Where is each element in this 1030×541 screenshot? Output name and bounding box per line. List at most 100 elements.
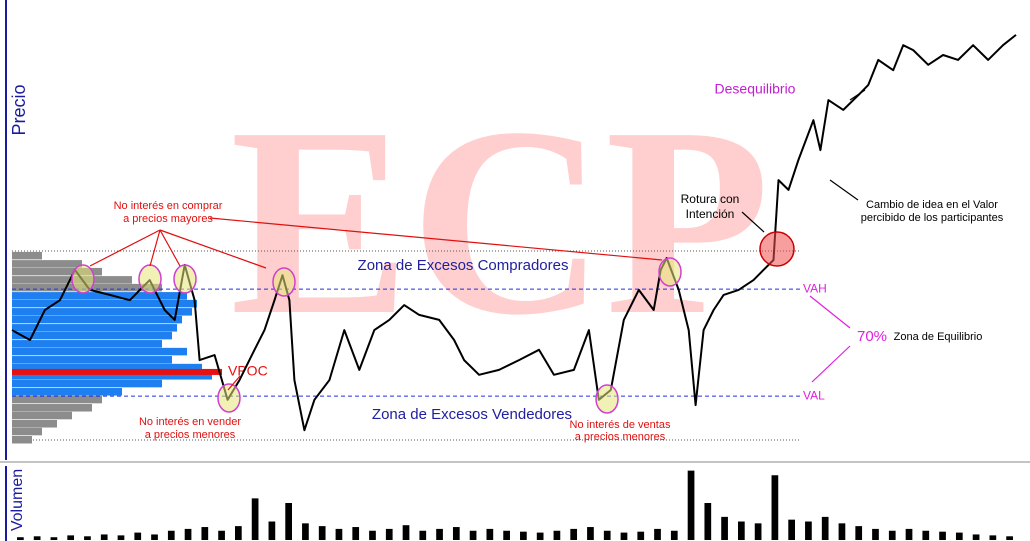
profile-bar — [12, 331, 172, 340]
volume-bar — [939, 531, 946, 540]
volume-bar — [218, 530, 225, 540]
volume-bar — [167, 530, 175, 540]
levels: VAH VAL — [12, 281, 827, 402]
volume-bar — [402, 525, 410, 540]
price — [11, 34, 1017, 432]
annotation: a precios menores — [575, 431, 666, 443]
volume-bar — [771, 475, 779, 540]
volume-bar — [905, 528, 913, 540]
profile-bar — [12, 292, 187, 300]
vpoc-bar — [12, 368, 222, 375]
volume-bar — [872, 528, 879, 540]
arrows-black — [741, 89, 866, 233]
volume-bar — [536, 532, 544, 540]
profile-bar — [12, 388, 122, 396]
arrows-magenta — [809, 295, 851, 383]
volume-bar — [1006, 536, 1013, 540]
volume-bar — [805, 521, 812, 540]
volume-bar — [184, 528, 192, 540]
volume-bar — [67, 535, 75, 540]
volume-bar — [955, 532, 963, 540]
annotation: a precios menores — [145, 429, 236, 441]
profile-bar — [12, 308, 192, 316]
circle — [658, 257, 682, 287]
circle — [138, 264, 162, 294]
volume-bar — [486, 528, 494, 540]
profile-bar — [12, 347, 187, 356]
annotation: Zona de Equilibrio — [894, 331, 983, 343]
profile-bar — [12, 363, 202, 372]
volume-bar — [570, 528, 578, 540]
profile-bar — [12, 395, 102, 404]
annotation: Intención — [686, 207, 735, 221]
annotation: percibido de los participantes — [861, 212, 1004, 224]
profile-bar — [12, 324, 177, 332]
profile-bar — [12, 260, 82, 268]
volume-bar — [888, 530, 896, 540]
annotation: 70% — [857, 328, 887, 345]
volume-bar — [637, 531, 645, 540]
breakout-circle — [759, 231, 795, 267]
circle — [173, 264, 197, 294]
volume-bar — [100, 534, 108, 540]
volume-bar — [117, 535, 125, 540]
volume-bar — [234, 526, 242, 540]
profile-bar — [12, 315, 182, 324]
volume-bar — [503, 530, 510, 540]
profile-bar — [12, 420, 57, 428]
volume-bar — [972, 534, 980, 540]
volume-bar — [838, 523, 846, 540]
profile-bar — [12, 436, 32, 444]
profile-bar — [12, 372, 212, 380]
vah-label: VAH — [803, 281, 827, 295]
annotation: No interés en comprar — [114, 200, 223, 212]
profile-bar — [12, 340, 162, 348]
val-label: VAL — [803, 388, 825, 402]
volume-bar — [603, 530, 611, 540]
profile-bar — [12, 379, 162, 388]
annotation: Rotura con — [681, 192, 740, 206]
volume-bar — [33, 536, 41, 540]
watermark: ECP — [230, 72, 770, 371]
circle — [71, 264, 95, 294]
volume-bar — [84, 536, 91, 540]
volume-bar — [335, 528, 343, 540]
volume-bar — [17, 537, 24, 540]
volume-bar — [50, 537, 58, 540]
volume-bar — [285, 503, 293, 540]
y-label: Precio — [9, 84, 29, 135]
annotation: Cambio de idea en el Valor — [866, 199, 998, 211]
volume-bar — [419, 530, 427, 540]
volume-bar — [469, 530, 477, 540]
profile-bar — [12, 404, 92, 412]
volume-bar — [151, 534, 158, 540]
volume-bar — [855, 526, 863, 540]
volume-bar — [620, 532, 628, 540]
volume-bar — [704, 503, 712, 540]
volume-bar — [251, 498, 259, 540]
profile-bar — [12, 251, 42, 260]
volume-bar — [134, 532, 142, 540]
profile-bar — [12, 427, 42, 436]
volume — [17, 470, 1013, 540]
volume-bar — [989, 535, 997, 540]
profile-bar — [12, 356, 172, 364]
annotation: a precios mayores — [123, 213, 213, 225]
volume-bar — [687, 470, 695, 540]
volume-bar — [670, 530, 678, 540]
volume-bar — [436, 528, 443, 540]
annotation: Zona de Excesos Vendedores — [372, 406, 572, 423]
volume-bar — [352, 527, 360, 540]
price-line — [11, 34, 1017, 432]
volume-bar — [268, 521, 276, 540]
volume-bar — [587, 527, 594, 540]
annotation: Zona de Excesos Compradores — [358, 257, 569, 274]
volume-bar — [302, 523, 309, 540]
profile-bar — [12, 299, 197, 308]
volume-bar — [201, 527, 209, 540]
annotation: No interés en vender — [139, 416, 241, 428]
profile-bar — [12, 411, 72, 420]
volume-bar — [452, 527, 460, 540]
annotation: No interés de ventas — [570, 419, 671, 431]
